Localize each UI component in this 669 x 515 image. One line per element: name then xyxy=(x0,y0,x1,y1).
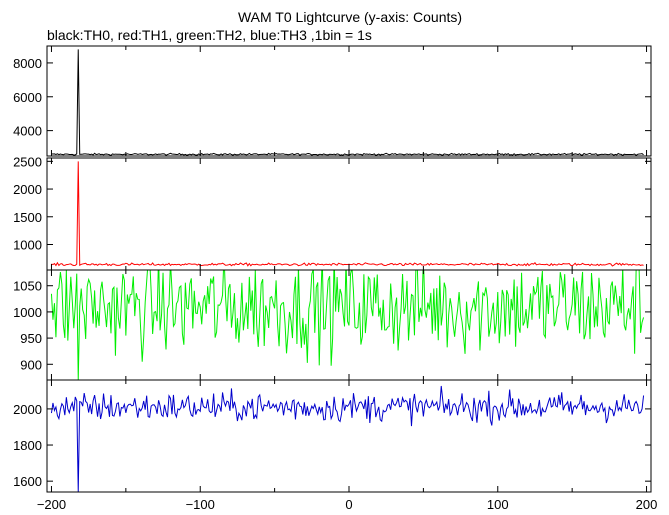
y-tick-label: 1000 xyxy=(13,305,42,320)
series-line-th0 xyxy=(51,49,644,156)
y-tick-label: 1000 xyxy=(13,237,42,252)
panel-th2: 900 950 1000 1050 xyxy=(13,269,652,381)
y-tick-label: 1500 xyxy=(13,210,42,225)
panel-frame xyxy=(46,379,652,493)
chart-title: WAM T0 Lightcurve (y-axis: Counts) xyxy=(237,9,463,25)
y-tick-label: 1050 xyxy=(13,279,42,294)
x-tick-label: −200 xyxy=(37,497,66,512)
x-tick-label: 200 xyxy=(636,497,658,512)
x-tick-label: 100 xyxy=(487,497,509,512)
y-tick-label: 2000 xyxy=(13,182,42,197)
y-tick-label: 1600 xyxy=(13,474,42,489)
y-tick-label: 1800 xyxy=(13,438,42,453)
panel-th0: 4000 6000 8000 xyxy=(13,45,652,157)
chart-subtitle: black:TH0, red:TH1, green:TH2, blue:TH3 … xyxy=(47,27,372,43)
y-tick-label: 4000 xyxy=(13,124,42,139)
series-line-th1 xyxy=(51,161,644,267)
y-tick-label: 2000 xyxy=(13,402,42,417)
y-tick-label: 6000 xyxy=(13,90,42,105)
x-tick-label: −100 xyxy=(186,497,215,512)
x-tick-label: 0 xyxy=(345,497,352,512)
panel-th3: 1600 1800 2000 xyxy=(13,379,652,493)
y-tick-label: 900 xyxy=(20,357,42,372)
y-tick-label: 950 xyxy=(20,331,42,346)
y-tick-label: 8000 xyxy=(13,56,42,71)
panel-frame xyxy=(46,157,652,271)
series-line-th2 xyxy=(50,270,645,380)
y-tick-label: 2500 xyxy=(13,154,42,169)
panel-frame xyxy=(46,45,652,157)
series-line-th3 xyxy=(50,385,645,492)
panel-th1: 1000 1500 2000 2500 xyxy=(13,154,652,271)
